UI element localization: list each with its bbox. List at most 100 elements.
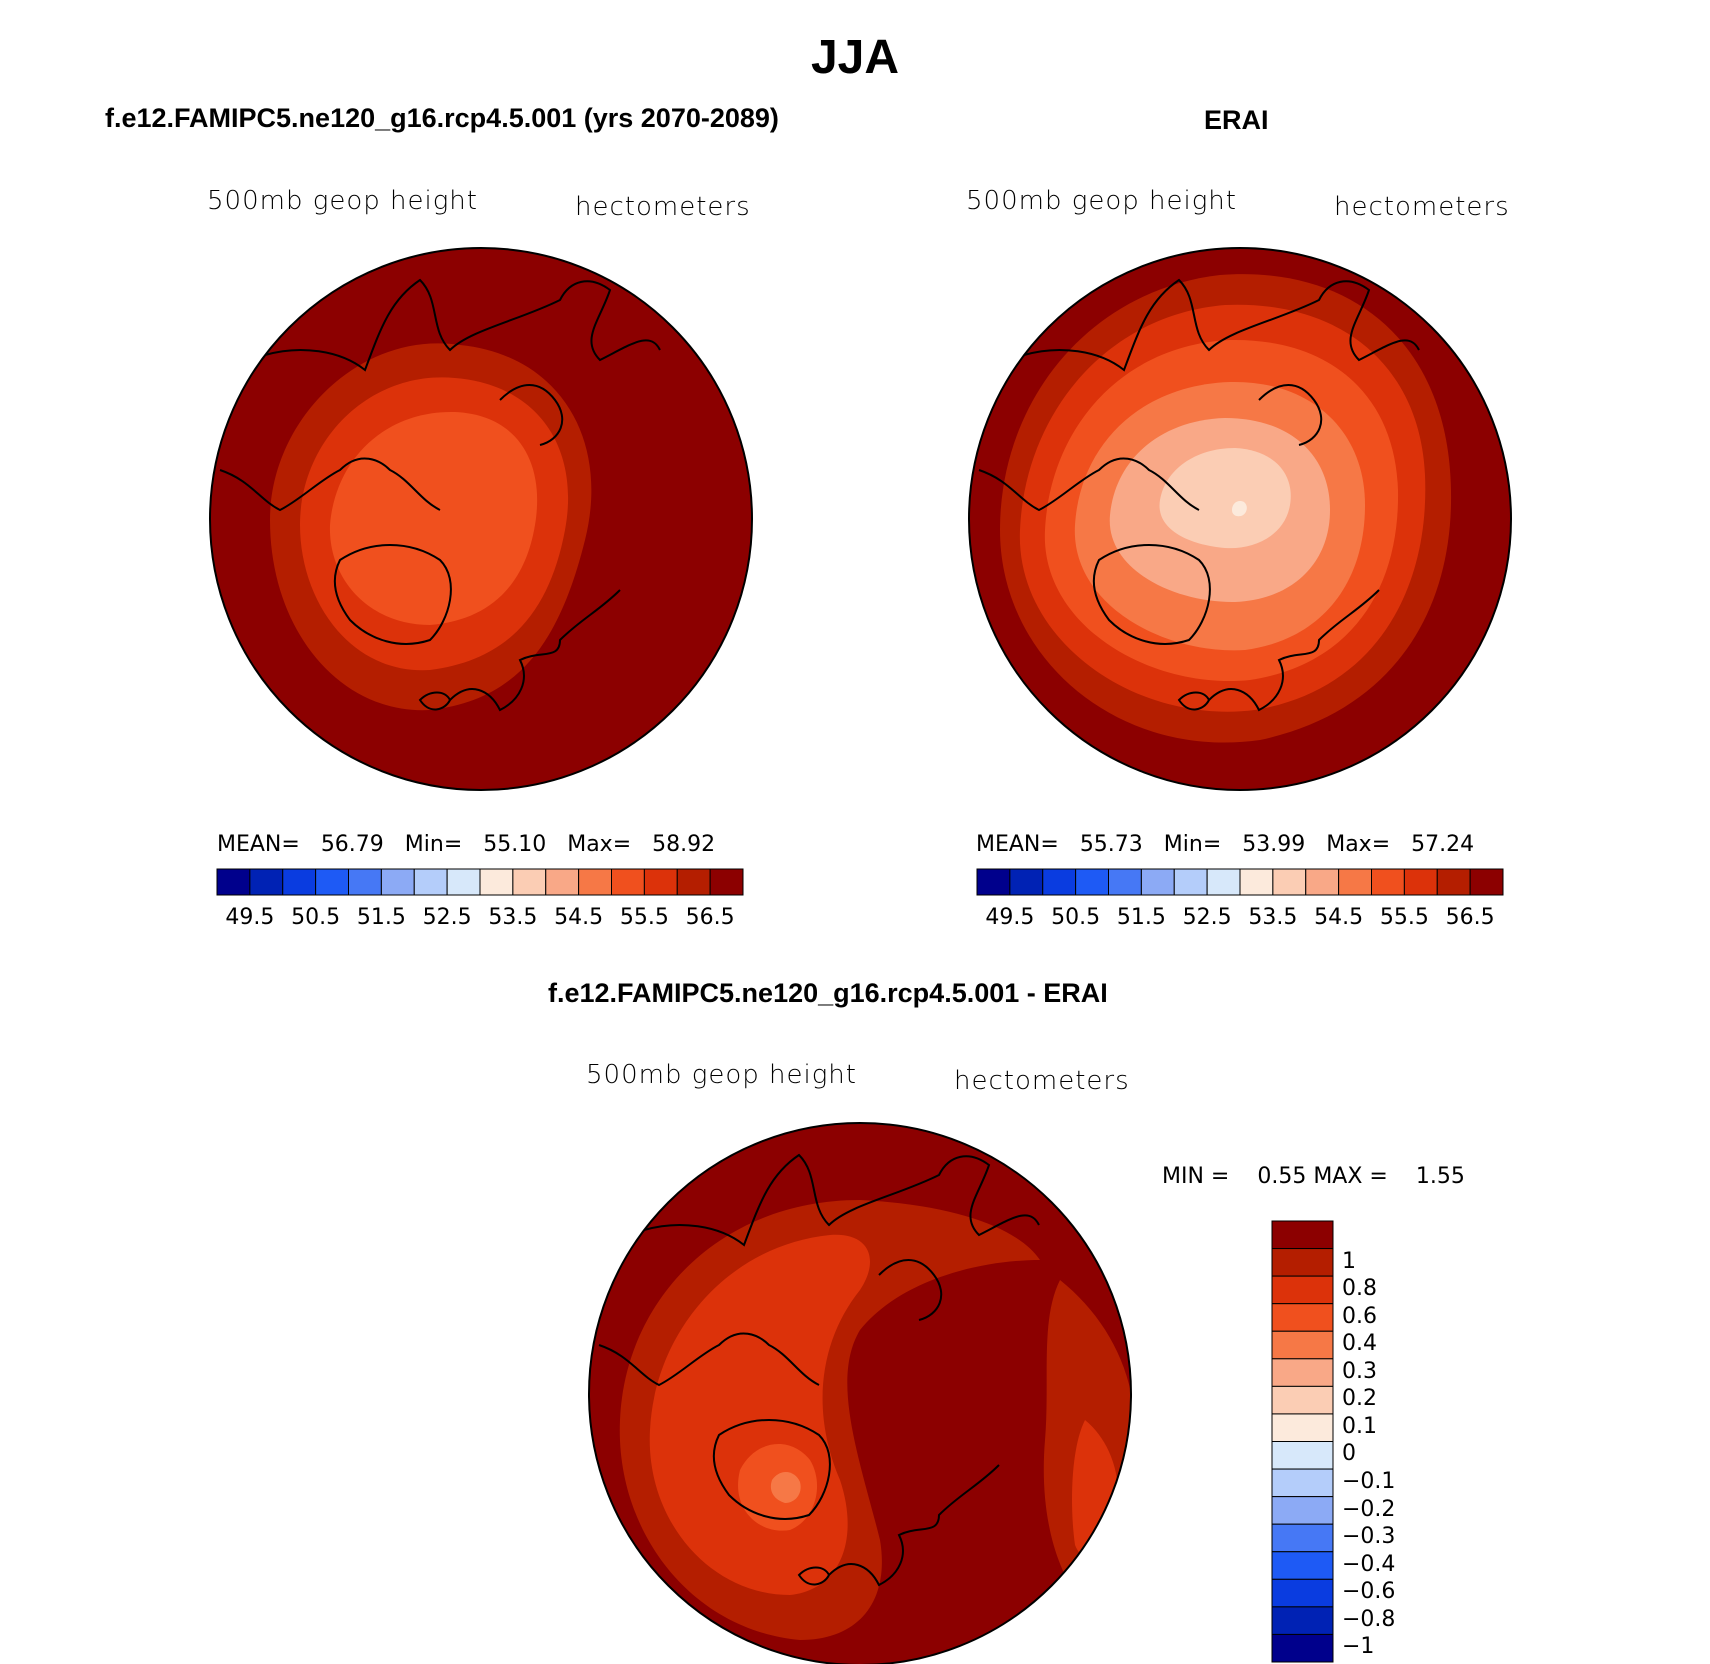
map-obs-coastlines [978, 278, 1420, 712]
colorbar-swatch [315, 868, 349, 896]
colorbar-swatch [1271, 1468, 1334, 1498]
tick-label: 53.5 [1248, 905, 1298, 930]
colorbar-swatch [1271, 1578, 1334, 1608]
tick-label: 54.5 [554, 905, 604, 930]
tick-label: 51.5 [356, 905, 406, 930]
tick-label: 51.5 [1116, 905, 1166, 930]
tick-label: 52.5 [1182, 905, 1232, 930]
tick-label: 50.5 [1051, 905, 1101, 930]
panel-diff-variable-label: 500mb geop height [586, 1060, 857, 1090]
colorbar-swatch [1173, 868, 1208, 896]
max-label: Max= [1326, 832, 1391, 857]
colorbar-swatch [1271, 1385, 1334, 1415]
colorbar-swatch [976, 868, 1011, 896]
colorbar-swatch [578, 868, 612, 896]
panel-model-title: f.e12.FAMIPC5.ne120_g16.rcp4.5.001 (yrs … [105, 103, 779, 133]
mean-label: MEAN= [976, 832, 1059, 857]
max-label: MAX = [1313, 1164, 1388, 1189]
panel-model-variable-label: 500mb geop height [207, 186, 478, 216]
colorbar-swatch [1239, 868, 1274, 896]
panel-diff-stats: MIN = 0.55 MAX = 1.55 [1162, 1164, 1465, 1189]
colorbar-swatch [380, 868, 415, 896]
colorbar-swatch [446, 868, 481, 896]
colorbar-swatch [1271, 1441, 1334, 1470]
vtick-label: −0.8 [1342, 1607, 1396, 1632]
panel-obs-title: ERAI [1204, 105, 1269, 135]
colorbar-obs [976, 868, 1504, 896]
min-value: 55.10 [483, 832, 547, 857]
colorbar-swatch [1436, 868, 1471, 896]
max-value: 57.24 [1411, 832, 1475, 857]
colorbar-swatch [1140, 868, 1175, 896]
panel-diff-title: f.e12.FAMIPC5.ne120_g16.rcp4.5.001 - ERA… [548, 978, 1108, 1008]
colorbar-swatch [1009, 868, 1044, 896]
colorbar-swatch [1271, 1551, 1334, 1580]
colorbar-swatch [1206, 868, 1241, 896]
max-label: Max= [567, 832, 632, 857]
colorbar-swatch [1271, 1303, 1334, 1332]
max-value: 58.92 [652, 832, 716, 857]
colorbar-swatch [676, 868, 711, 896]
colorbar-swatch [1271, 1413, 1334, 1442]
figure-title: JJA [810, 31, 900, 84]
vtick-label: −0.1 [1342, 1469, 1396, 1494]
tick-label: 50.5 [291, 905, 341, 930]
vtick-label: −1 [1342, 1634, 1375, 1659]
colorbar-swatch [1271, 1275, 1334, 1305]
colorbar-swatch [348, 868, 382, 896]
colorbar-swatch [1371, 868, 1405, 896]
vtick-label: 0.6 [1342, 1304, 1377, 1329]
colorbar-swatch [1271, 1330, 1334, 1360]
colorbar-swatch [512, 868, 547, 896]
colorbar-swatch [1271, 1248, 1334, 1277]
map-obs-contour-c7 [1159, 448, 1291, 549]
tick-label: 52.5 [422, 905, 472, 930]
panel-obs-stats: MEAN= 55.73 Min= 53.99 Max= 57.24 [976, 832, 1474, 857]
vtick-label: 0 [1342, 1441, 1356, 1466]
tick-label: 55.5 [1379, 905, 1429, 930]
map-diff-contour-c5 [770, 1471, 801, 1503]
colorbar-swatch [1271, 1358, 1334, 1387]
colorbar-obs-ticks: 49.5 50.5 51.5 52.5 53.5 54.5 55.5 56.5 [977, 905, 1503, 931]
colorbar-swatch [1271, 1220, 1334, 1250]
colorbar-model [216, 868, 744, 896]
colorbar-swatch [709, 868, 744, 896]
map-model-outline [209, 247, 753, 791]
map-model-contour-c4 [329, 411, 538, 625]
colorbar-swatch [1271, 1606, 1334, 1635]
vtick-label: −0.4 [1342, 1552, 1396, 1577]
min-label: MIN = [1162, 1164, 1230, 1189]
vtick-label: −0.6 [1342, 1579, 1396, 1604]
map-model-coastlines [219, 278, 661, 712]
vtick-label: 0.1 [1342, 1414, 1377, 1439]
colorbar-swatch [1469, 868, 1504, 896]
map-diff-outline [588, 1122, 1132, 1664]
colorbar-diff [1271, 1220, 1334, 1663]
min-label: Min= [1163, 832, 1222, 857]
colorbar-swatch [282, 868, 317, 896]
vtick-label: −0.2 [1342, 1497, 1396, 1522]
vtick-label: 0.4 [1342, 1331, 1377, 1356]
min-value: 0.55 [1257, 1164, 1307, 1189]
vtick-label: 0.8 [1342, 1276, 1377, 1301]
map-diff-contour-c3-west [649, 1234, 870, 1595]
colorbar-swatch [1271, 1523, 1334, 1553]
colorbar-swatch [611, 868, 645, 896]
tick-label: 53.5 [488, 905, 538, 930]
colorbar-swatch [643, 868, 678, 896]
map-obs-contour-c8 [1232, 500, 1247, 517]
colorbar-swatch [1075, 868, 1109, 896]
colorbar-swatch [1042, 868, 1077, 896]
vtick-label: 0.3 [1342, 1359, 1377, 1384]
panel-obs-variable-label: 500mb geop height [966, 186, 1237, 216]
vtick-label: 1 [1342, 1249, 1356, 1274]
colorbar-swatch [1305, 868, 1340, 896]
mean-value: 55.73 [1079, 832, 1143, 857]
map-diff-coastlines [598, 1153, 1040, 1587]
colorbar-swatch [413, 868, 448, 896]
colorbar-swatch [1271, 1633, 1334, 1663]
colorbar-swatch [1272, 868, 1307, 896]
colorbar-swatch [1338, 868, 1372, 896]
